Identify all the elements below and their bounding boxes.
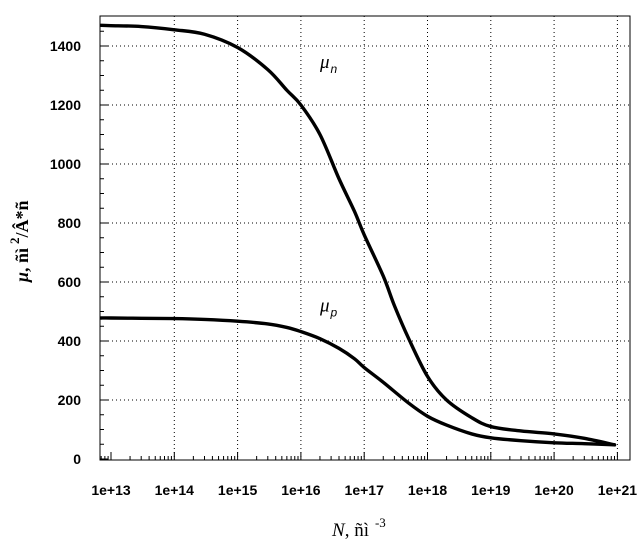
x-tick-label: 1e+14 <box>155 482 195 498</box>
axis-ticks <box>100 30 618 460</box>
x-tick-labels: 1e+13 1e+14 1e+15 1e+16 1e+17 1e+18 1e+19 1e+20… <box>91 482 637 498</box>
series-label-symbol: μ <box>319 52 330 73</box>
y-axis-unit-rest: /Â*ñ <box>11 200 32 238</box>
x-tick-label: 1e+21 <box>598 482 638 498</box>
series-line-mu-p <box>99 316 617 447</box>
series-label-symbol: μ <box>319 296 330 317</box>
y-axis-label: μ, ñì 2/Â*ñ <box>7 200 32 283</box>
series-label-subscript: n <box>331 62 338 76</box>
x-tick-label: 1e+19 <box>471 482 511 498</box>
y-tick-label: 800 <box>58 215 82 231</box>
series-line-mu-n <box>99 23 617 447</box>
y-tick-labels: 0 200 400 600 800 1000 1200 1400 <box>50 38 81 467</box>
x-tick-label: 1e+15 <box>218 482 258 498</box>
y-axis-unit-exponent: 2 <box>7 237 22 244</box>
y-axis-unit: , ñì <box>12 248 32 272</box>
x-tick-label: 1e+20 <box>534 482 574 498</box>
x-tick-label: 1e+16 <box>281 482 321 498</box>
y-tick-label: 1000 <box>50 156 81 172</box>
y-tick-label: 400 <box>58 333 82 349</box>
x-axis-variable: N <box>331 520 346 541</box>
series-label-mu-n: μn <box>319 52 338 76</box>
x-tick-label: 1e+13 <box>91 482 131 498</box>
y-tick-label: 200 <box>58 392 82 408</box>
x-tick-label: 1e+18 <box>408 482 448 498</box>
series-label-subscript: p <box>330 306 338 320</box>
x-axis-label: N, ñì -3 <box>331 515 386 541</box>
x-axis-unit: , ñì <box>345 520 369 541</box>
y-tick-label: 1400 <box>50 38 81 54</box>
y-axis-variable: μ <box>12 272 32 283</box>
grid <box>100 16 630 460</box>
series-label-mu-p: μp <box>319 296 338 320</box>
x-axis-unit-exponent: -3 <box>375 515 386 530</box>
y-tick-label: 0 <box>73 451 81 467</box>
x-tick-label: 1e+17 <box>345 482 385 498</box>
y-tick-label: 600 <box>58 274 82 290</box>
series-curves <box>99 23 617 447</box>
y-tick-label: 1200 <box>50 97 81 113</box>
